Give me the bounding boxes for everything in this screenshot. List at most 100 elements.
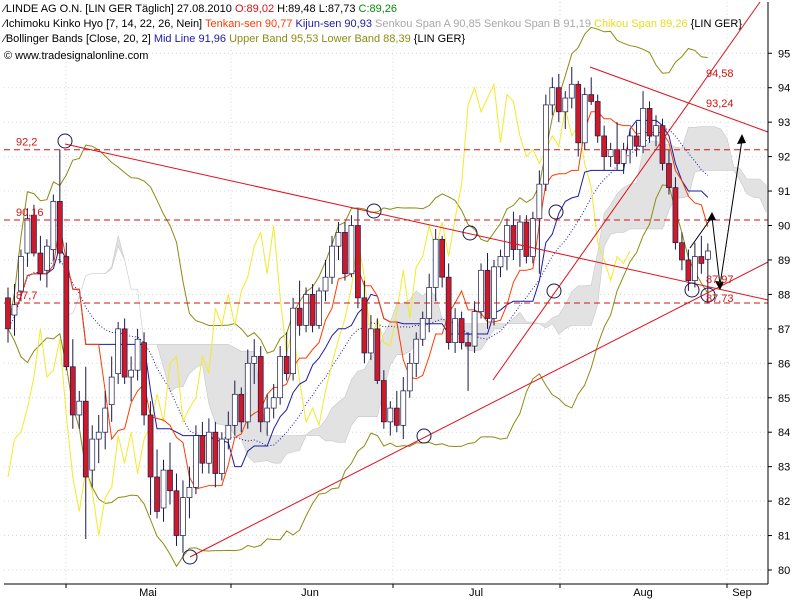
pivot-circle-marker — [546, 283, 562, 299]
candle — [37, 235, 44, 281]
candle — [24, 208, 31, 267]
candle-body-bullish — [329, 245, 335, 278]
candle-body-bullish — [186, 486, 193, 499]
candle-body-bearish — [393, 407, 400, 426]
candle — [491, 259, 497, 326]
axes: 80 81 82 83 84 85 86 87 88 89 90 91 92 93 94 95 Mai Jun Ju… — [4, 2, 790, 599]
candle — [581, 87, 588, 150]
candle-body-bullish — [497, 256, 504, 268]
candle — [698, 235, 705, 274]
candle — [121, 318, 128, 384]
candle-body-bearish — [31, 214, 37, 254]
candle — [108, 356, 115, 422]
candle — [147, 401, 154, 515]
candle — [180, 480, 186, 553]
horizontal-level-label: 90,16 — [16, 207, 44, 219]
ichimoku-name: Ichimoku Kinko Hyo [7, 14, 22, 26, Nein] — [5, 18, 203, 30]
horizontal-level-label: 87,7 — [16, 290, 37, 302]
candle — [11, 284, 18, 336]
candle — [659, 118, 666, 171]
candle-body-bullish — [18, 256, 24, 292]
ohlc-open: O:89,02 — [234, 3, 275, 15]
candle — [458, 311, 465, 350]
watermark: © www.tradesignalonline.com — [4, 50, 148, 63]
candle — [76, 390, 83, 429]
pivot-circle-marker — [57, 133, 73, 149]
pivot-circle-marker — [416, 428, 432, 444]
x-tick-label: Jun — [301, 587, 319, 599]
candle-body-bullish — [568, 83, 575, 99]
candle — [484, 253, 491, 329]
x-tick-label: Mai — [139, 587, 157, 599]
candle-body-bearish — [212, 431, 219, 474]
candle — [478, 263, 484, 319]
upper-channel-line — [589, 66, 769, 133]
drawing-tools: 92,2 90,16 87,7 94,58 93,24 87,97 87,73 — [4, 1, 769, 565]
y-tick-label: 95 — [778, 48, 790, 60]
candle-body-bearish — [380, 380, 387, 423]
candle — [225, 411, 232, 450]
candle — [342, 222, 348, 281]
candle-body-bullish — [11, 304, 18, 316]
symbol-name: LINDE AG O.N. [LIN GER Täglich] — [5, 3, 174, 15]
span-b-value: Senkou Span B 91,19 — [483, 18, 591, 30]
candle-body-bearish — [257, 356, 264, 423]
candle — [290, 297, 296, 381]
candle-body-bearish — [167, 469, 173, 492]
candlestick-series — [5, 67, 711, 553]
bar-date: 27.08.2010 — [176, 3, 232, 15]
candle — [244, 349, 251, 429]
candle-body-bullish — [134, 338, 141, 371]
candle — [102, 390, 109, 450]
y-tick-label: 90 — [778, 221, 790, 233]
candle-body-bullish — [231, 393, 238, 426]
ohlc-close: C:89,26 — [358, 3, 398, 15]
candle — [69, 339, 76, 429]
candle — [517, 215, 523, 267]
pivot-circle-marker — [182, 549, 198, 565]
x-tick-label: Aug — [633, 587, 653, 599]
candle-body-bullish — [89, 438, 96, 471]
candle — [374, 318, 381, 384]
price-annotation-label: 93,24 — [706, 98, 734, 110]
candle — [555, 73, 562, 123]
y-tick-label: 93 — [778, 117, 790, 129]
candle-body-bearish — [154, 476, 160, 512]
candle-body-bearish — [510, 225, 517, 250]
symbol-swatch: ⁄ — [4, 3, 6, 15]
candle — [296, 280, 303, 336]
candle-body-bullish — [244, 362, 251, 423]
bollinger-name: Bollinger Bands [Close, 20, 2] — [5, 33, 151, 45]
candle-body-bullish — [387, 407, 394, 423]
header-line-1: ⁄LINDE AG O.N. [LIN GER Täglich] 27.08.2… — [4, 3, 397, 16]
candle — [400, 377, 407, 440]
candle-body-bullish — [160, 469, 167, 509]
candle — [575, 80, 582, 157]
candle-body-bearish — [147, 414, 154, 478]
candle-body-bullish — [290, 307, 296, 374]
candle — [141, 332, 147, 426]
projection-path — [689, 139, 743, 286]
candle-body-bearish — [283, 356, 290, 374]
y-tick-label: 84 — [778, 427, 790, 439]
span-a-value: Senkou Span A 90,85 — [375, 18, 481, 30]
candle-body-bullish — [102, 407, 109, 433]
candle — [530, 211, 536, 264]
candle-body-bullish — [368, 328, 374, 354]
candle — [56, 149, 63, 264]
candle — [173, 473, 180, 546]
downtrend-line-main — [64, 143, 769, 301]
candle-body-bullish — [607, 149, 614, 157]
ohlc-low: L:87,73 — [318, 3, 356, 15]
candle — [277, 346, 284, 405]
candle — [231, 380, 238, 436]
bollinger-lower-band — [7, 184, 709, 568]
candle — [393, 390, 400, 433]
candle-body-bullish — [653, 125, 659, 137]
ichimoku-cloud-area — [66, 126, 767, 464]
candle — [445, 263, 452, 350]
candle — [63, 242, 70, 371]
y-tick-label: 82 — [778, 496, 790, 508]
y-tick-label: 88 — [778, 289, 790, 301]
